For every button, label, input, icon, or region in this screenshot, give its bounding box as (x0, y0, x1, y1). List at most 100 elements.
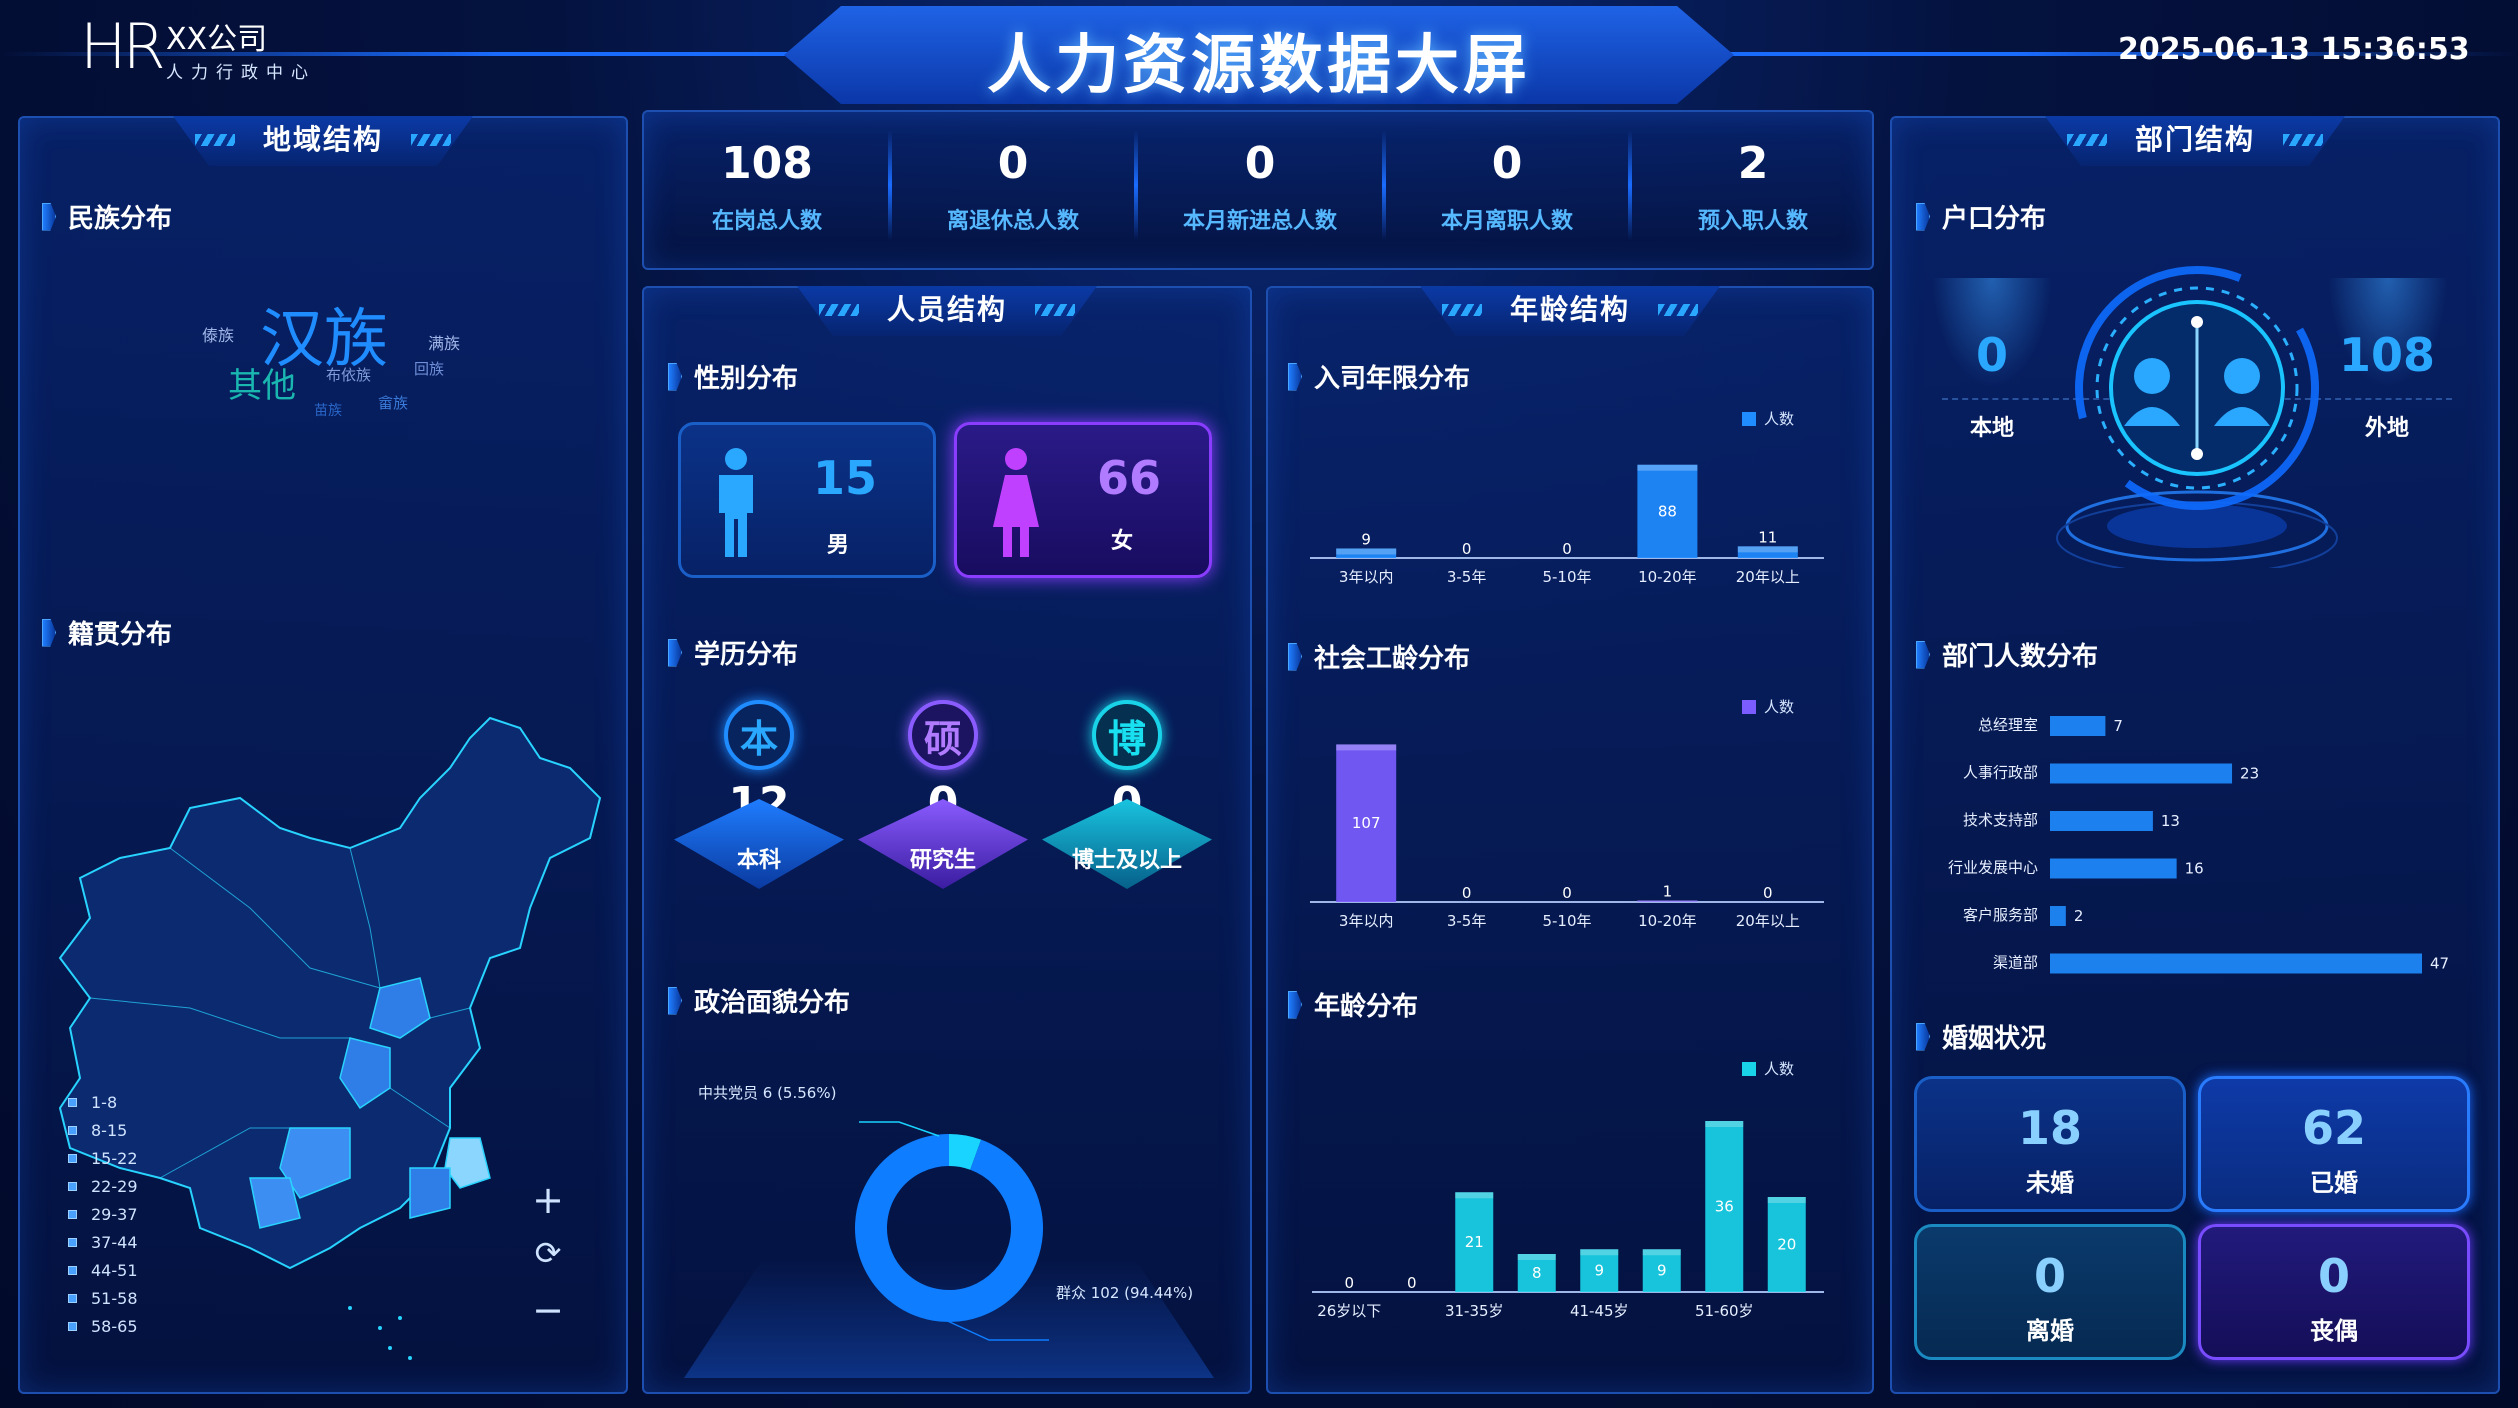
china-outline (58, 716, 602, 1270)
page-title: 人力资源数据大屏 (987, 29, 1531, 103)
data-label: 0 (1763, 884, 1773, 902)
legend-item[interactable]: 29-37 (68, 1200, 138, 1228)
stat-divider (1628, 130, 1632, 240)
dept-panel-title-text: 部门结构 (2134, 123, 2255, 156)
bar (1336, 744, 1397, 902)
gender-section-title: 性别分布 (668, 358, 798, 395)
bar (1705, 1121, 1744, 1292)
stat-value: 108 (721, 138, 813, 189)
zoom-out-button[interactable]: − (532, 1288, 564, 1332)
legend-swatch (68, 1265, 77, 1275)
tenure-section-title: 入司年限分布 (1288, 358, 1470, 395)
data-label: 107 (1352, 814, 1381, 832)
legend-label: 58-65 (91, 1316, 138, 1336)
legend-item[interactable]: 58-65 (68, 1312, 138, 1340)
marriage-single-card: 18 未婚 (1914, 1076, 2186, 1212)
edu-doctor: 博 0 博士及以上 (1042, 700, 1212, 889)
politics-section-title: 政治面貌分布 (668, 982, 850, 1019)
province-highlight (279, 1127, 351, 1199)
data-label: 9 (1594, 1262, 1604, 1280)
hukou-dial-graphic (2056, 266, 2338, 568)
zoom-in-button[interactable]: + (532, 1178, 564, 1222)
word-other: 其他 (228, 366, 296, 406)
hukou-local-label: 本地 (1969, 416, 2014, 441)
section-marker-icon (1288, 642, 1302, 671)
divorced-label: 离婚 (2026, 1317, 2074, 1345)
legend-label: 29-37 (91, 1204, 138, 1224)
data-label: 1 (1663, 883, 1673, 901)
widowed-count: 0 (2317, 1249, 2350, 1303)
stat-label: 本月新进总人数 (1182, 209, 1337, 234)
data-label: 21 (1465, 1233, 1484, 1251)
china-map[interactable] (50, 708, 620, 1388)
male-card: 15 男 (678, 422, 936, 578)
tick-label: 3-5年 (1447, 912, 1487, 930)
legend-item[interactable]: 8-15 (68, 1116, 138, 1144)
stat-value: 0 (1491, 138, 1523, 189)
legend-swatch (68, 1321, 77, 1331)
bar (1580, 1249, 1619, 1292)
pie-label-party: 中共党员 6 (5.56%) (698, 1084, 837, 1102)
legend-label: 22-29 (91, 1176, 138, 1196)
bar (2050, 811, 2153, 831)
province-highlight (409, 1167, 451, 1219)
hukou-outside-count: 108 (2338, 328, 2436, 382)
stat-pre-onboard: 2 预入职人数 (1630, 112, 1876, 268)
title-plate (784, 6, 1734, 104)
bar-highlight (1705, 1121, 1744, 1127)
data-label: 2 (2074, 907, 2084, 925)
master-label: 研究生 (909, 848, 976, 873)
bachelor-label: 本科 (736, 848, 781, 873)
legend-swatch (1742, 1062, 1756, 1076)
legend-label: 37-44 (91, 1232, 138, 1252)
bar-highlight (1336, 548, 1397, 555)
legend-swatch (68, 1293, 77, 1303)
bar (1637, 464, 1698, 558)
deptdist-section-title: 部门人数分布 (1916, 636, 2098, 673)
data-label: 11 (1758, 528, 1777, 546)
widowed-label: 丧偶 (2310, 1317, 2358, 1345)
legend-label: 1-8 (91, 1092, 118, 1112)
tenure-bar-chart: 人数 9 3年以内 0 3-5年 0 5-10年 88 10-20年 11 20年以上 (1310, 410, 1824, 586)
map-legend: 1-8 8-15 15-22 22-29 29-37 37-44 44-51 5… (68, 1088, 138, 1340)
marriage-section-title: 婚姻状况 (1916, 1018, 2046, 1055)
data-label: 8 (1532, 1264, 1542, 1282)
section-marker-icon (1288, 362, 1302, 391)
married-count: 62 (2301, 1101, 2366, 1155)
data-label: 0 (1562, 540, 1572, 558)
header: HR XX公司 人力行政中心 人力资源数据大屏 2025-06-13 15:36… (0, 0, 2518, 110)
bar (2050, 763, 2233, 784)
male-label: 男 (827, 533, 850, 558)
word-hanzu: 汉族 (260, 303, 388, 377)
province-highlight (339, 1037, 391, 1110)
data-label: 9 (1657, 1262, 1667, 1280)
legend-swatch (1742, 412, 1756, 426)
legend-item[interactable]: 44-51 (68, 1256, 138, 1284)
doctor-icon: 博 (1092, 700, 1162, 770)
worktime-bar-chart: 人数 107 3年以内 0 3-5年 0 5-10年 1 10-20年 0 20年以上 (1310, 698, 1824, 930)
legend-item[interactable]: 22-29 (68, 1172, 138, 1200)
legend-item[interactable]: 51-58 (68, 1284, 138, 1312)
bar (1767, 1197, 1806, 1292)
age-bar-chart: 人数 0 0 21 8 9 9 36 20 26岁以下 31-35岁 41-45岁 51-60岁 (1312, 1060, 1824, 1320)
word-buyi: 布依族 (326, 366, 372, 384)
legend-item[interactable]: 37-44 (68, 1228, 138, 1256)
single-count: 18 (2017, 1101, 2082, 1155)
bar-highlight (1767, 1197, 1806, 1203)
legend-item[interactable]: 15-22 (68, 1144, 138, 1172)
tick-label: 26岁以下 (1317, 1302, 1381, 1320)
bar (1737, 546, 1798, 558)
bar (2050, 906, 2066, 926)
worktime-section-title: 社会工龄分布 (1288, 638, 1470, 675)
ethnic-wordcloud: 汉族 其他 傣族 满族 布依族 回族 苗族 畲族 (20, 288, 630, 618)
legend-item[interactable]: 1-8 (68, 1088, 138, 1116)
logo: HR (80, 10, 166, 83)
category-label: 人事行政部 (1963, 764, 2038, 782)
tick-label: 51-60岁 (1695, 1302, 1754, 1320)
edu-master: 硕 0 研究生 (858, 700, 1028, 889)
bar-highlight (1336, 744, 1397, 751)
hukou-section-title: 户口分布 (1916, 198, 2046, 235)
bar (2050, 716, 2106, 736)
reset-view-button[interactable]: ⟳ (534, 1234, 562, 1272)
stat-divider (1382, 130, 1386, 240)
